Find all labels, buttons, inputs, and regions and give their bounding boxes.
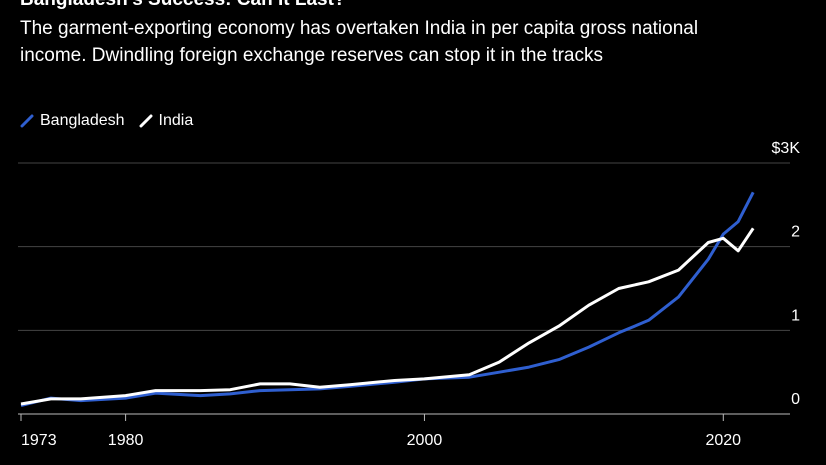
legend-label: India	[158, 112, 194, 129]
y-tick-label: 0	[791, 391, 800, 408]
legend-swatch-line	[139, 114, 153, 128]
chart-subtitle: The garment-exporting economy has overta…	[20, 18, 699, 66]
x-tick-label: 2020	[705, 432, 741, 449]
legend: Bangladesh India	[20, 112, 193, 130]
legend-label: Bangladesh	[40, 112, 125, 129]
chart-title: Bangladesh's Success: Can It Last?	[20, 0, 346, 11]
legend-swatch	[20, 114, 34, 128]
y-tick-label: 1	[791, 307, 800, 324]
legend-entry: Bangladesh	[20, 112, 125, 130]
x-tick-label: 1980	[108, 432, 144, 449]
legend-swatch-line	[20, 114, 34, 128]
y-tick-label: $3K	[772, 140, 801, 157]
series-line	[20, 191, 755, 408]
y-tick-label: 2	[791, 224, 800, 241]
x-tick-label: 1973	[21, 432, 57, 449]
x-tick-label: 2000	[407, 432, 443, 449]
legend-entry: India	[139, 112, 194, 130]
legend-swatch	[139, 114, 153, 128]
series-line	[20, 227, 755, 406]
